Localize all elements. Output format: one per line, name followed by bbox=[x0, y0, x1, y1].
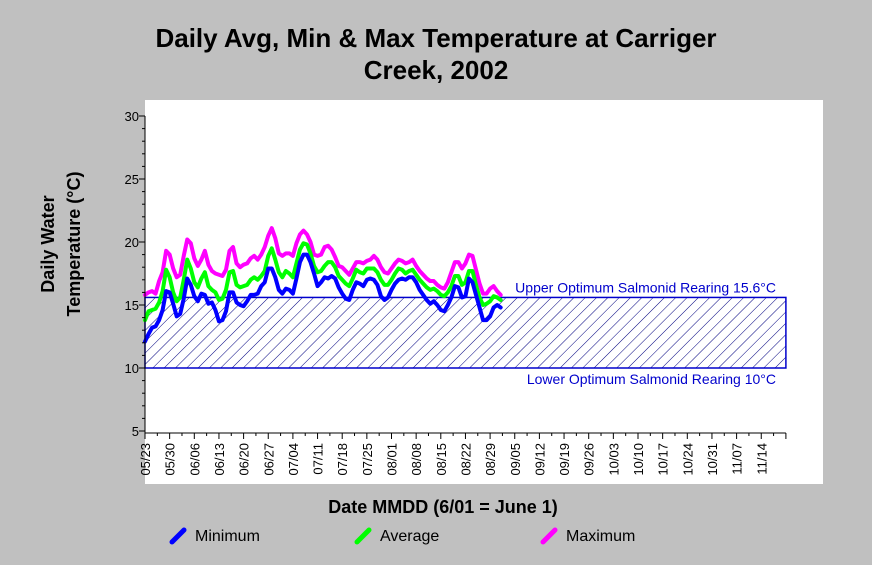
legend: Minimum Average Maximum bbox=[169, 527, 635, 545]
x-tick-label: 11/14 bbox=[754, 443, 769, 475]
x-tick-label: 07/04 bbox=[286, 443, 301, 476]
y-tick-label: 30 bbox=[125, 109, 139, 124]
x-tick-label: 06/06 bbox=[187, 443, 202, 476]
chart-title: Daily Avg, Min & Max Temperature at Carr… bbox=[0, 22, 872, 86]
optimum-rearing-band bbox=[144, 296, 787, 369]
x-axis-label: Date MMDD (6/01 = June 1) bbox=[328, 497, 558, 517]
x-tick-label: 11/07 bbox=[730, 443, 745, 475]
x-tick-label: 10/31 bbox=[705, 443, 720, 476]
y-tick-label: 5 bbox=[132, 424, 139, 439]
x-tick-label: 10/17 bbox=[656, 443, 671, 476]
legend-label-maximum: Maximum bbox=[566, 528, 635, 545]
series-line-minimum bbox=[143, 252, 503, 344]
y-tick-label: 10 bbox=[125, 361, 139, 376]
legend-swatch-average bbox=[354, 527, 372, 545]
x-tick-label: 06/20 bbox=[237, 443, 252, 476]
x-tick-label: 08/29 bbox=[483, 443, 498, 476]
x-tick-label: 06/27 bbox=[261, 443, 276, 476]
x-tick-label: 05/23 bbox=[138, 443, 153, 476]
legend-swatch-minimum bbox=[169, 527, 187, 545]
legend-label-minimum: Minimum bbox=[195, 528, 260, 545]
x-tick-label: 09/26 bbox=[582, 443, 597, 476]
x-tick-label: 05/30 bbox=[163, 443, 178, 476]
x-tick-label: 10/24 bbox=[680, 443, 695, 476]
chart-title-line-1: Daily Avg, Min & Max Temperature at Carr… bbox=[155, 23, 717, 53]
x-tick-label: 08/01 bbox=[385, 443, 400, 476]
series-line-average bbox=[143, 241, 503, 323]
x-tick-label: 09/05 bbox=[508, 443, 523, 476]
x-tick-label: 07/25 bbox=[360, 443, 375, 476]
series-line-maximum bbox=[143, 226, 503, 297]
axes-layer: 5 10 15 20 25 30 05/23 05/30 06/06 06/13 06/20 06/2… bbox=[125, 109, 787, 476]
legend-label-average: Average bbox=[380, 528, 439, 545]
legend-swatch-maximum bbox=[540, 527, 558, 545]
x-tick-label: 09/19 bbox=[557, 443, 572, 476]
x-tick-label: 08/22 bbox=[458, 443, 473, 476]
x-tick-label: 10/10 bbox=[631, 443, 646, 476]
y-tick-label: 20 bbox=[125, 235, 139, 250]
x-tick-label: 07/11 bbox=[311, 443, 326, 475]
series-layer bbox=[143, 226, 503, 344]
lower-optimum-label: Lower Optimum Salmonid Rearing 10°C bbox=[527, 371, 776, 387]
x-tick-label: 07/18 bbox=[335, 443, 350, 476]
x-tick-label: 06/13 bbox=[212, 443, 227, 476]
upper-optimum-label: Upper Optimum Salmonid Rearing 15.6°C bbox=[515, 279, 776, 295]
chart-title-line-2: Creek, 2002 bbox=[363, 55, 509, 85]
x-tick-label: 09/12 bbox=[532, 443, 547, 476]
x-tick-label: 08/15 bbox=[434, 443, 449, 476]
y-axis-label-line-1: Daily Water bbox=[38, 195, 58, 292]
x-tick-label: 10/03 bbox=[606, 443, 621, 476]
reference-band-layer bbox=[144, 296, 787, 369]
y-tick-label: 25 bbox=[125, 172, 139, 187]
x-tick-label: 08/08 bbox=[409, 443, 424, 476]
y-axis-label-line-2: Temperature (°C) bbox=[64, 172, 84, 317]
y-tick-label: 15 bbox=[125, 298, 139, 313]
